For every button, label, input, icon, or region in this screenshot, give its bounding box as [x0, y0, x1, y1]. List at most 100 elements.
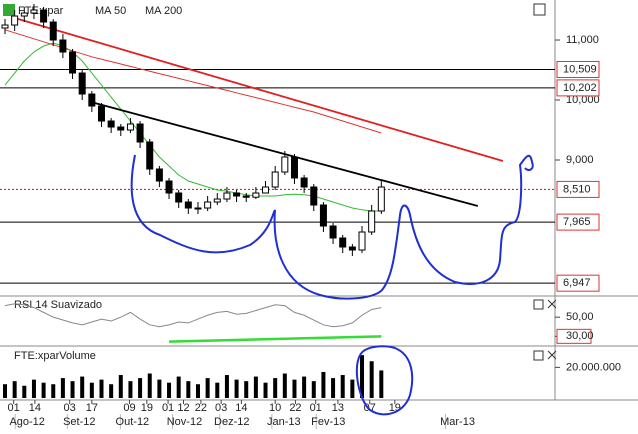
- volume-bar: [138, 378, 143, 398]
- volume-bar: [128, 381, 133, 398]
- x-tick-label: 14: [235, 402, 247, 414]
- x-tick-label: 14: [29, 402, 41, 414]
- volume-bar: [31, 379, 36, 398]
- candle-body: [1, 24, 9, 29]
- trendline: [94, 102, 479, 207]
- level-label: 8,510: [563, 183, 591, 195]
- x-tick-label: 10: [269, 402, 281, 414]
- candle-body: [233, 192, 241, 197]
- month-label: Fev-13: [311, 416, 345, 428]
- volume-bar: [12, 381, 17, 398]
- volume-bar: [282, 373, 287, 398]
- month-label: Nov-12: [167, 416, 202, 428]
- volume-bar: [3, 384, 7, 398]
- month-label: Jan-13: [267, 416, 301, 428]
- x-tick-label: 17: [86, 402, 98, 414]
- candle-body: [59, 39, 67, 53]
- volume-bar: [253, 376, 258, 398]
- candle-body: [290, 156, 298, 179]
- y-tick-label: 10,000: [566, 94, 600, 106]
- volume-bar: [195, 384, 200, 398]
- volume-bar: [369, 361, 374, 398]
- x-tick-label: 03: [64, 402, 76, 414]
- volume-bar: [205, 378, 210, 398]
- volume-bar: [379, 370, 384, 398]
- volume-bar: [41, 382, 46, 398]
- x-tick-label: 12: [177, 402, 189, 414]
- candle-body: [348, 246, 356, 251]
- month-label: Set-12: [63, 416, 95, 428]
- maximize-button[interactable]: [533, 350, 544, 361]
- volume-bar: [99, 379, 104, 398]
- candle-body: [155, 168, 163, 182]
- candle-body: [271, 171, 279, 188]
- candle-body: [20, 12, 28, 17]
- candle-body: [69, 51, 77, 74]
- candle-body: [339, 237, 347, 248]
- candle-body: [310, 186, 318, 206]
- x-tick-label: 22: [195, 402, 207, 414]
- panel-title: RSI 14 Suavizado: [14, 299, 102, 311]
- candle-body: [262, 186, 270, 194]
- candle-body: [107, 120, 115, 128]
- close-button[interactable]: [547, 299, 557, 360]
- volume-bar: [147, 373, 152, 398]
- y-tick-label: 20.000.000: [566, 361, 621, 373]
- hand-annotations: [130, 154, 534, 416]
- candle-body: [126, 123, 134, 131]
- moving-average: [4, 29, 382, 134]
- level-box: [556, 328, 592, 344]
- candle-body: [165, 180, 173, 194]
- volume-bar: [331, 378, 336, 398]
- volume-bar: [340, 375, 345, 398]
- candle-body: [184, 201, 192, 209]
- maximize-button[interactable]: [533, 3, 546, 16]
- trendline: [14, 17, 504, 162]
- volume-bar: [244, 381, 249, 398]
- month-label: Out-12: [116, 416, 150, 428]
- candle-body: [175, 192, 183, 203]
- candle-body: [377, 186, 385, 212]
- volume-bar: [321, 371, 326, 398]
- volume-bar: [234, 379, 239, 398]
- candle-body: [136, 123, 144, 143]
- y-tick-label: 50,00: [566, 311, 594, 323]
- candle-body: [40, 9, 48, 23]
- x-tick-label: 01: [162, 402, 174, 414]
- candle-body: [204, 201, 212, 209]
- volume-bar: [167, 382, 172, 398]
- candle-body: [368, 210, 376, 233]
- volume-bar: [311, 381, 316, 398]
- level-box: [556, 60, 600, 78]
- x-tick-label: 03: [215, 402, 227, 414]
- volume-bar: [118, 375, 123, 398]
- candle-body: [117, 126, 125, 131]
- volume-bar: [60, 378, 65, 398]
- volume-bar: [186, 381, 191, 398]
- month-label: Mar-13: [440, 416, 475, 428]
- legend-entry: MA 50: [95, 5, 126, 17]
- symbol-icon[interactable]: [3, 4, 15, 16]
- candle-body: [30, 9, 38, 14]
- month-label: Ago-12: [9, 416, 44, 428]
- x-tick-label: 09: [123, 402, 135, 414]
- level-label: 10,509: [563, 63, 597, 75]
- x-tick-label: 13: [332, 402, 344, 414]
- level-box: [556, 274, 600, 292]
- y-tick-label: 11,000: [566, 34, 599, 46]
- volume-bar: [51, 384, 56, 398]
- candle-body: [252, 192, 260, 198]
- maximize-button[interactable]: [533, 299, 544, 310]
- volume-bar: [292, 379, 297, 398]
- x-tick-label: 22: [289, 402, 301, 414]
- volume-bar: [360, 355, 365, 398]
- level-box: [556, 79, 600, 97]
- y-tick-label: 30,00: [566, 330, 594, 342]
- volume-bar: [22, 385, 27, 398]
- level-box: [556, 213, 600, 231]
- candle-body: [319, 204, 327, 227]
- volume-bar: [302, 376, 307, 398]
